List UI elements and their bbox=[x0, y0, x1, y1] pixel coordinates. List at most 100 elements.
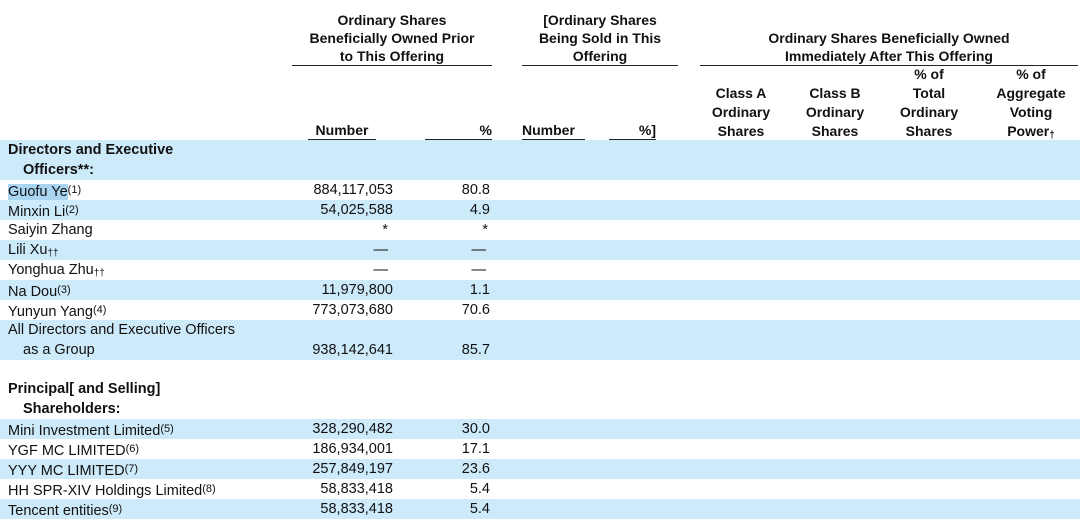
voting-dagger: † bbox=[1049, 130, 1055, 141]
row-pct: 85.7 bbox=[461, 342, 490, 358]
row-name: Mini Investment Limited(5) bbox=[8, 423, 174, 439]
col-voting-1: % of bbox=[1016, 66, 1046, 82]
section-title: Principal[ and Selling] bbox=[8, 381, 161, 397]
row-number: 11,979,800 bbox=[321, 282, 394, 298]
col-header-voting-pct: % of Aggregate Voting Power† bbox=[988, 65, 1074, 145]
table-row: Yunyun Yang(4) 773,073,680 70.6 bbox=[0, 300, 1080, 320]
col-class-a-1: Class A bbox=[715, 85, 767, 101]
row-number: 938,142,641 bbox=[312, 342, 393, 358]
section-title: Directors and Executive bbox=[8, 142, 174, 158]
row-pct: 17.1 bbox=[461, 441, 490, 457]
col-total-4: Shares bbox=[899, 123, 959, 141]
header-after-rule bbox=[700, 65, 1078, 66]
col-header-class-a: Class A Ordinary Shares bbox=[700, 84, 782, 141]
col-voting-2: Aggregate bbox=[996, 85, 1066, 101]
table-row: HH SPR-XIV Holdings Limited(8) 58,833,41… bbox=[0, 479, 1080, 499]
row-name: Guofu Ye(1) bbox=[8, 184, 82, 200]
col-header-number-text: Number bbox=[307, 122, 377, 140]
header-sold-line-1: [Ordinary Shares bbox=[543, 12, 657, 28]
row-number: 884,117,053 bbox=[313, 182, 393, 198]
col-header-class-b: Class B Ordinary Shares bbox=[796, 84, 874, 141]
col-header-pct-text: % bbox=[424, 122, 492, 140]
row-pct: 4.9 bbox=[469, 202, 490, 218]
row-number: 58,833,418 bbox=[320, 481, 393, 497]
table-row: Saiyin Zhang * * bbox=[0, 220, 1080, 240]
row-pct: 80.8 bbox=[461, 182, 490, 198]
row-pct: — bbox=[471, 262, 487, 278]
col-class-b-2: Ordinary bbox=[805, 104, 865, 120]
header-after-group: Ordinary Shares Beneficially Owned Immed… bbox=[700, 29, 1078, 65]
col-header-sold-number: Number bbox=[522, 121, 602, 140]
col-header-pct: % bbox=[420, 121, 492, 140]
header-after-line-2: Immediately After This Offering bbox=[785, 48, 993, 64]
header-after-line-1: Ordinary Shares Beneficially Owned bbox=[768, 30, 1010, 46]
row-name: YYY MC LIMITED(7) bbox=[8, 463, 139, 479]
row-number: 54,025,588 bbox=[320, 202, 393, 218]
col-header-sold-pct: %] bbox=[600, 121, 656, 140]
col-voting-3: Voting bbox=[1009, 104, 1053, 120]
col-class-b-3: Shares bbox=[803, 123, 867, 141]
row-pct: 5.4 bbox=[469, 481, 490, 497]
row-name: HH SPR-XIV Holdings Limited(8) bbox=[8, 483, 216, 499]
row-pct: 30.0 bbox=[461, 421, 490, 437]
row-number: 773,073,680 bbox=[312, 302, 393, 318]
row-name: Lili Xu†† bbox=[8, 242, 59, 259]
table-row: Minxin Li(2) 54,025,588 4.9 bbox=[0, 200, 1080, 220]
row-number: 257,849,197 bbox=[312, 461, 393, 477]
col-total-1: % of bbox=[914, 66, 944, 82]
header-prior-line-1: Ordinary Shares bbox=[337, 12, 447, 28]
row-name: Minxin Li(2) bbox=[8, 204, 79, 220]
row-pct: 1.1 bbox=[469, 282, 490, 298]
col-header-number: Number bbox=[292, 121, 392, 140]
header-prior-group: Ordinary Shares Beneficially Owned Prior… bbox=[292, 11, 492, 65]
row-pct: 70.6 bbox=[461, 302, 490, 318]
header-sold-line-2: Being Sold in This bbox=[538, 30, 662, 46]
row-number: — bbox=[373, 242, 389, 258]
table-row: YYY MC LIMITED(7) 257,849,197 23.6 bbox=[0, 459, 1080, 479]
col-class-a-2: Ordinary bbox=[711, 104, 771, 120]
header-sold-line-3: Offering bbox=[572, 48, 628, 64]
header-prior-rule bbox=[292, 65, 492, 66]
row-name-cont: as a Group bbox=[23, 342, 95, 358]
table-row: Mini Investment Limited(5) 328,290,482 3… bbox=[0, 419, 1080, 439]
table-row: Guofu Ye(1) 884,117,053 80.8 bbox=[0, 180, 1080, 200]
row-name: Yunyun Yang(4) bbox=[8, 304, 107, 320]
table-row: YGF MC LIMITED(6) 186,934,001 17.1 bbox=[0, 439, 1080, 459]
col-header-sold-pct-text: %] bbox=[608, 122, 656, 140]
table-row-group-total: All Directors and Executive Officers as … bbox=[0, 320, 1080, 360]
row-name: All Directors and Executive Officers bbox=[8, 322, 235, 338]
col-total-2: Total bbox=[912, 85, 946, 101]
col-class-b-1: Class B bbox=[809, 85, 861, 101]
col-header-total-pct: % of Total Ordinary Shares bbox=[890, 65, 968, 141]
section-title: Shareholders: bbox=[23, 401, 121, 417]
table-row: Tencent entities(9) 58,833,418 5.4 bbox=[0, 499, 1080, 519]
row-pct: 5.4 bbox=[469, 501, 490, 517]
row-number: 186,934,001 bbox=[312, 441, 393, 457]
row-number: 328,290,482 bbox=[312, 421, 393, 437]
header-prior-line-3: to This Offering bbox=[339, 48, 445, 64]
section-directors: Directors and Executive Officers**: bbox=[0, 140, 1080, 180]
section-principal: Principal[ and Selling] Shareholders: bbox=[0, 379, 1080, 419]
section-title: Officers**: bbox=[23, 162, 94, 178]
header-sold-group: [Ordinary Shares Being Sold in This Offe… bbox=[522, 11, 678, 65]
row-name: YGF MC LIMITED(6) bbox=[8, 443, 140, 459]
row-name: Tencent entities(9) bbox=[8, 503, 123, 519]
table-row: Yonghua Zhu†† — — bbox=[0, 260, 1080, 280]
col-total-3: Ordinary bbox=[899, 104, 959, 120]
row-name: Yonghua Zhu†† bbox=[8, 262, 105, 279]
col-class-a-3: Shares bbox=[711, 123, 771, 141]
table-row: Na Dou(3) 11,979,800 1.1 bbox=[0, 280, 1080, 300]
row-number: 58,833,418 bbox=[320, 501, 393, 517]
row-number: * bbox=[382, 222, 388, 238]
col-voting-4: Power bbox=[1007, 123, 1050, 139]
row-number: — bbox=[373, 262, 389, 278]
col-header-sold-number-text: Number bbox=[522, 122, 585, 140]
row-name: Saiyin Zhang bbox=[8, 222, 93, 238]
row-name: Na Dou(3) bbox=[8, 284, 71, 300]
row-pct: 23.6 bbox=[461, 461, 490, 477]
header-prior-line-2: Beneficially Owned Prior bbox=[309, 30, 475, 46]
row-pct: — bbox=[471, 242, 487, 258]
header-sold-rule bbox=[522, 65, 678, 66]
table-row: Lili Xu†† — — bbox=[0, 240, 1080, 260]
row-pct: * bbox=[482, 222, 488, 238]
